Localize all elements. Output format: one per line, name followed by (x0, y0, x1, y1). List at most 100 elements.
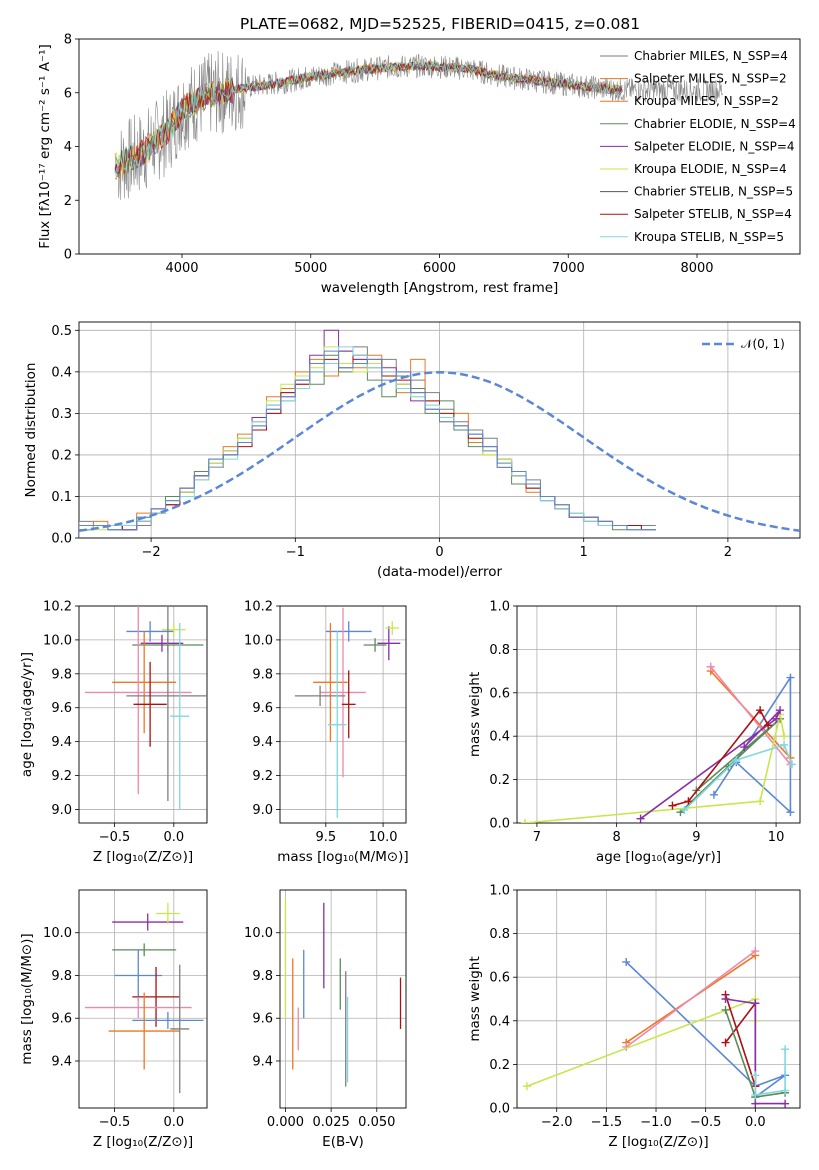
y-tick-label: 9.8 (252, 667, 273, 682)
y-tick-label: 1.0 (489, 884, 510, 899)
x-tick-label: 0.000 (267, 1115, 304, 1130)
y-tick-label: 9.4 (51, 735, 72, 750)
weight-lines (522, 947, 790, 1108)
weight-point-marker (751, 1071, 760, 1080)
weight-lines (520, 662, 797, 823)
error-bars (84, 606, 207, 810)
y-tick-label: 9.6 (252, 701, 273, 716)
weight-point-marker (781, 1045, 790, 1054)
x-tick-label: 0.0 (163, 830, 184, 845)
y-tick-label: 0.3 (51, 407, 72, 422)
panel-weight_vs_Z: −2.0 −1.5 −1.0 −0.5 0.0 0.0 0.2 0.4 0.6 0.8 1.0 Z [… (467, 884, 801, 1150)
legend-entry: Kroupa MILES, N_SSP=2 (634, 94, 779, 108)
spectra-group (114, 51, 724, 200)
x-tick-label: 2 (724, 545, 732, 560)
y-tick-label: 2 (64, 194, 72, 209)
axes-frame (78, 38, 801, 255)
panel-residuals: −2 −1 0 1 2 0.0 0.1 0.2 0.3 0.4 0.5 (data-model)/er… (23, 321, 801, 580)
x-tick-label: 0.0 (745, 1115, 766, 1130)
x-axis-label: Z [log₁₀(Z/Z⊙)] (93, 1134, 193, 1150)
y-tick-label: 9.2 (252, 769, 273, 784)
panel-age_vs_Z: −0.5 0.0 9.0 9.2 9.4 9.6 9.8 10.0 10.2 Z [log₁₀(Z… (19, 600, 208, 865)
weight-series-line (710, 666, 792, 765)
legend-entry: Salpeter STELIB, N_SSP=4 (634, 207, 792, 221)
y-tick-label: 10.0 (43, 926, 72, 941)
weight-series-line (679, 718, 781, 813)
y-tick-label: 8 (64, 33, 72, 48)
weight-series-line (640, 709, 781, 820)
x-axis-label: (data-model)/error (377, 564, 503, 580)
x-tick-label: 8000 (680, 261, 713, 276)
y-tick-label: 9.4 (51, 1054, 72, 1069)
weight-point-marker (776, 706, 785, 715)
weight-point-marker (520, 819, 529, 823)
x-tick-label: 10 (768, 830, 785, 845)
x-axis-label: Z [log₁₀(Z/Z⊙)] (608, 1134, 708, 1150)
axes-frame (78, 605, 208, 824)
legend-entry: Salpeter ELODIE, N_SSP=4 (634, 139, 795, 153)
axes-frame (78, 889, 208, 1109)
y-tick-label: 9.0 (252, 803, 273, 818)
weight-point-marker (522, 1082, 531, 1091)
weight-series-line (524, 714, 785, 823)
x-tick-label: −1.0 (640, 1115, 672, 1130)
y-tick-label: 0.2 (51, 448, 72, 463)
x-tick-label: 6000 (423, 261, 456, 276)
y-tick-label: 0.8 (489, 927, 510, 942)
legend-entry: Kroupa ELODIE, N_SSP=4 (634, 162, 787, 176)
x-tick-label: −0.5 (99, 1115, 131, 1130)
axes-frame (516, 605, 801, 824)
x-tick-label: −1 (286, 545, 305, 560)
weight-point-marker (740, 743, 749, 752)
weight-point-marker (772, 714, 781, 723)
panel-mass_vs_Z: −0.5 0.0 9.4 9.6 9.8 10.0 Z [log₁₀(Z/Z⊙)] mass … (19, 889, 208, 1150)
x-tick-label: 0.0 (163, 1115, 184, 1130)
y-axis-label: age [log₁₀(age/yr)] (19, 652, 35, 777)
x-tick-label: 8 (613, 830, 621, 845)
gaussian-curve (79, 371, 800, 532)
x-axis-label: mass [log₁₀(M/M⊙)] (277, 849, 408, 865)
y-tick-label: 0.0 (489, 817, 510, 832)
y-axis-label: Flux [fλ10⁻¹⁷ erg cm⁻² s⁻¹ A⁻¹] (37, 44, 53, 249)
weight-series-line (672, 708, 769, 807)
weight-point-marker (684, 797, 693, 806)
y-tick-label: 0.4 (51, 365, 72, 380)
x-tick-label: 5000 (294, 261, 327, 276)
y-tick-label: 0.1 (51, 490, 72, 505)
y-axis-label: mass weight (467, 672, 483, 757)
y-tick-label: 9.8 (51, 667, 72, 682)
weight-point-marker (781, 1099, 790, 1108)
y-tick-label: 0.5 (51, 324, 72, 339)
y-tick-label: 10.0 (43, 633, 72, 648)
y-tick-label: 1.0 (489, 600, 510, 615)
weight-series-line (526, 997, 757, 1087)
y-tick-label: 0.8 (489, 643, 510, 658)
y-tick-label: 9.8 (252, 969, 273, 984)
weight-point-marker (668, 801, 677, 810)
legend-entry: Chabrier ELODIE, N_SSP=4 (634, 117, 796, 131)
weight-series-line (754, 1049, 786, 1096)
y-tick-label: 10.2 (43, 600, 72, 615)
weight-point-marker (756, 706, 765, 715)
y-tick-label: 9.0 (51, 803, 72, 818)
axes-frame (279, 889, 407, 1109)
y-tick-label: 0.0 (51, 532, 72, 547)
x-tick-label: 0.050 (358, 1115, 395, 1130)
y-tick-label: 9.6 (51, 701, 72, 716)
legend: 𝒩(0, 1) (702, 337, 785, 351)
y-tick-label: 4 (64, 140, 72, 155)
error-bars (284, 898, 402, 1087)
model-spectrum-line (114, 60, 623, 178)
weight-point-marker (781, 1086, 790, 1095)
y-tick-label: 9.6 (252, 1012, 273, 1027)
y-axis-label: Normed distribution (23, 363, 39, 498)
weight-point-marker (680, 805, 689, 814)
x-tick-label: 4000 (165, 261, 198, 276)
panel-weight_vs_age: 7 8 9 10 0.0 0.2 0.4 0.6 0.8 1.0 age [log₁₀(age/yr… (467, 600, 801, 865)
weight-point-marker (756, 797, 765, 806)
y-tick-label: 6 (64, 86, 72, 101)
y-tick-label: 10.2 (244, 600, 273, 615)
weight-point-marker (636, 814, 645, 823)
x-axis-label: E(B-V) (322, 1134, 364, 1150)
